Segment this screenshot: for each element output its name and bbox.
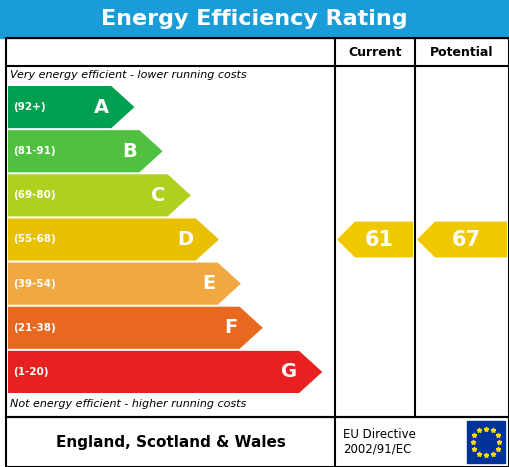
Text: (81-91): (81-91)	[13, 146, 55, 156]
Polygon shape	[8, 262, 241, 304]
Text: Very energy efficient - lower running costs: Very energy efficient - lower running co…	[10, 70, 247, 80]
Text: England, Scotland & Wales: England, Scotland & Wales	[55, 434, 286, 450]
Polygon shape	[8, 86, 134, 128]
Text: F: F	[224, 318, 238, 337]
Text: Potential: Potential	[430, 45, 494, 58]
Bar	[6, 38, 509, 417]
Text: A: A	[94, 98, 109, 117]
Text: C: C	[151, 186, 165, 205]
Text: D: D	[178, 230, 194, 249]
Polygon shape	[8, 351, 322, 393]
Text: 67: 67	[452, 229, 481, 249]
Text: Not energy efficient - higher running costs: Not energy efficient - higher running co…	[10, 399, 246, 409]
Bar	[467, 421, 505, 463]
Text: (69-80): (69-80)	[13, 191, 55, 200]
Bar	[6, 417, 509, 467]
Polygon shape	[337, 221, 413, 257]
Text: (39-54): (39-54)	[13, 279, 56, 289]
Polygon shape	[8, 130, 163, 172]
Text: Energy Efficiency Rating: Energy Efficiency Rating	[101, 9, 408, 29]
Bar	[0, 0, 509, 38]
Text: 61: 61	[365, 229, 394, 249]
Text: (92+): (92+)	[13, 102, 46, 112]
Text: Current: Current	[348, 45, 402, 58]
Polygon shape	[8, 307, 263, 349]
Text: EU Directive: EU Directive	[343, 429, 416, 441]
Text: 2002/91/EC: 2002/91/EC	[343, 443, 411, 455]
Text: (21-38): (21-38)	[13, 323, 56, 333]
Text: B: B	[123, 142, 137, 161]
Polygon shape	[417, 221, 507, 257]
Text: G: G	[281, 362, 297, 382]
Text: E: E	[203, 274, 216, 293]
Polygon shape	[8, 174, 191, 216]
Polygon shape	[8, 219, 219, 261]
Text: (1-20): (1-20)	[13, 367, 48, 377]
Text: (55-68): (55-68)	[13, 234, 56, 245]
